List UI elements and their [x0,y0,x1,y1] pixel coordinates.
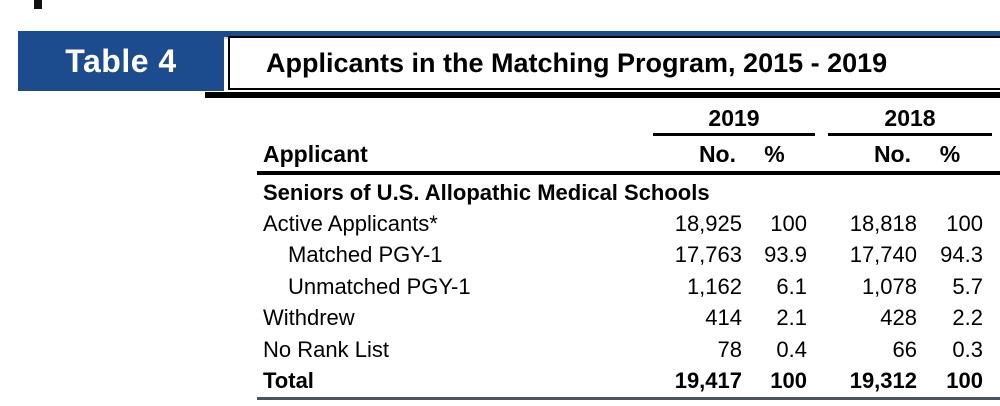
value-no-2018: 428 [880,305,917,331]
title-underline-bar [205,92,1000,98]
row-label: Withdrew [263,305,355,331]
column-header-no-2018: No. [873,140,911,167]
value-pct-2018: 5.7 [952,273,983,299]
row-label: Matched PGY-1 [288,242,443,268]
row-label: Total [263,368,314,394]
value-pct-2018: 100 [946,211,983,237]
table-bottom-rule [257,397,1000,400]
value-no-2019: 1,162 [686,273,742,299]
table-row-no-rank-list: No Rank List 78 0.4 66 0.3 [257,334,1000,365]
value-no-2019: 414 [705,305,742,331]
year-group-2018: 2018 [884,104,936,131]
row-label: No Rank List [263,336,389,362]
value-no-2019: 19,417 [674,368,742,394]
year-2019-underline [653,133,815,136]
value-no-2019: 18,925 [674,211,742,237]
table-row-section-seniors: Seniors of U.S. Allopathic Medical Schoo… [257,177,1000,208]
table-row-matched-pgy1: Matched PGY-1 17,763 93.9 17,740 94.3 [257,240,1000,271]
year-2018-underline [828,133,992,136]
table-row-unmatched-pgy1: Unmatched PGY-1 1,162 6.1 1,078 5.7 [257,271,1000,302]
value-pct-2018: 2.2 [952,305,983,331]
value-no-2019: 78 [717,336,742,362]
value-pct-2019: 6.1 [776,273,807,299]
applicants-table: 2019 2018 Applicant No. % No. % Seniors … [257,101,1000,406]
column-header-no-2019: No. [698,140,736,167]
header-divider-rule [257,171,1000,175]
column-header-pct-2018: % [939,140,961,167]
scan-artifact-mark [34,0,42,9]
value-pct-2018: 0.3 [952,336,983,362]
column-header-pct-2019: % [764,140,785,167]
row-label: Active Applicants* [263,211,438,237]
table-number-badge: Table 4 [18,31,224,91]
table-row-total: Total 19,417 100 19,312 100 [257,365,1000,396]
value-no-2018: 17,740 [849,242,917,268]
value-no-2018: 1,078 [861,273,917,299]
value-no-2019: 17,763 [674,242,742,268]
value-pct-2019: 100 [770,368,807,394]
value-no-2018: 18,818 [849,211,917,237]
value-pct-2019: 93.9 [764,242,807,268]
value-pct-2018: 94.3 [940,242,983,268]
value-pct-2019: 2.1 [776,305,807,331]
table-number-label: Table 4 [65,42,177,79]
value-pct-2019: 100 [770,211,807,237]
value-pct-2019: 0.4 [776,336,807,362]
table-row-active-applicants: Active Applicants* 18,925 100 18,818 100 [257,208,1000,239]
row-label: Seniors of U.S. Allopathic Medical Schoo… [263,179,710,205]
value-no-2018: 19,312 [849,368,917,394]
value-pct-2018: 100 [946,368,983,394]
table-body: Seniors of U.S. Allopathic Medical Schoo… [257,177,1000,397]
column-header-applicant: Applicant [263,140,368,167]
row-label: Unmatched PGY-1 [288,273,471,299]
value-no-2018: 66 [892,336,917,362]
year-group-2019: 2019 [708,104,760,131]
table-title: Applicants in the Matching Program, 2015… [266,47,888,78]
table-title-box: Applicants in the Matching Program, 2015… [228,36,1000,90]
table-row-withdrew: Withdrew 414 2.1 428 2.2 [257,303,1000,334]
